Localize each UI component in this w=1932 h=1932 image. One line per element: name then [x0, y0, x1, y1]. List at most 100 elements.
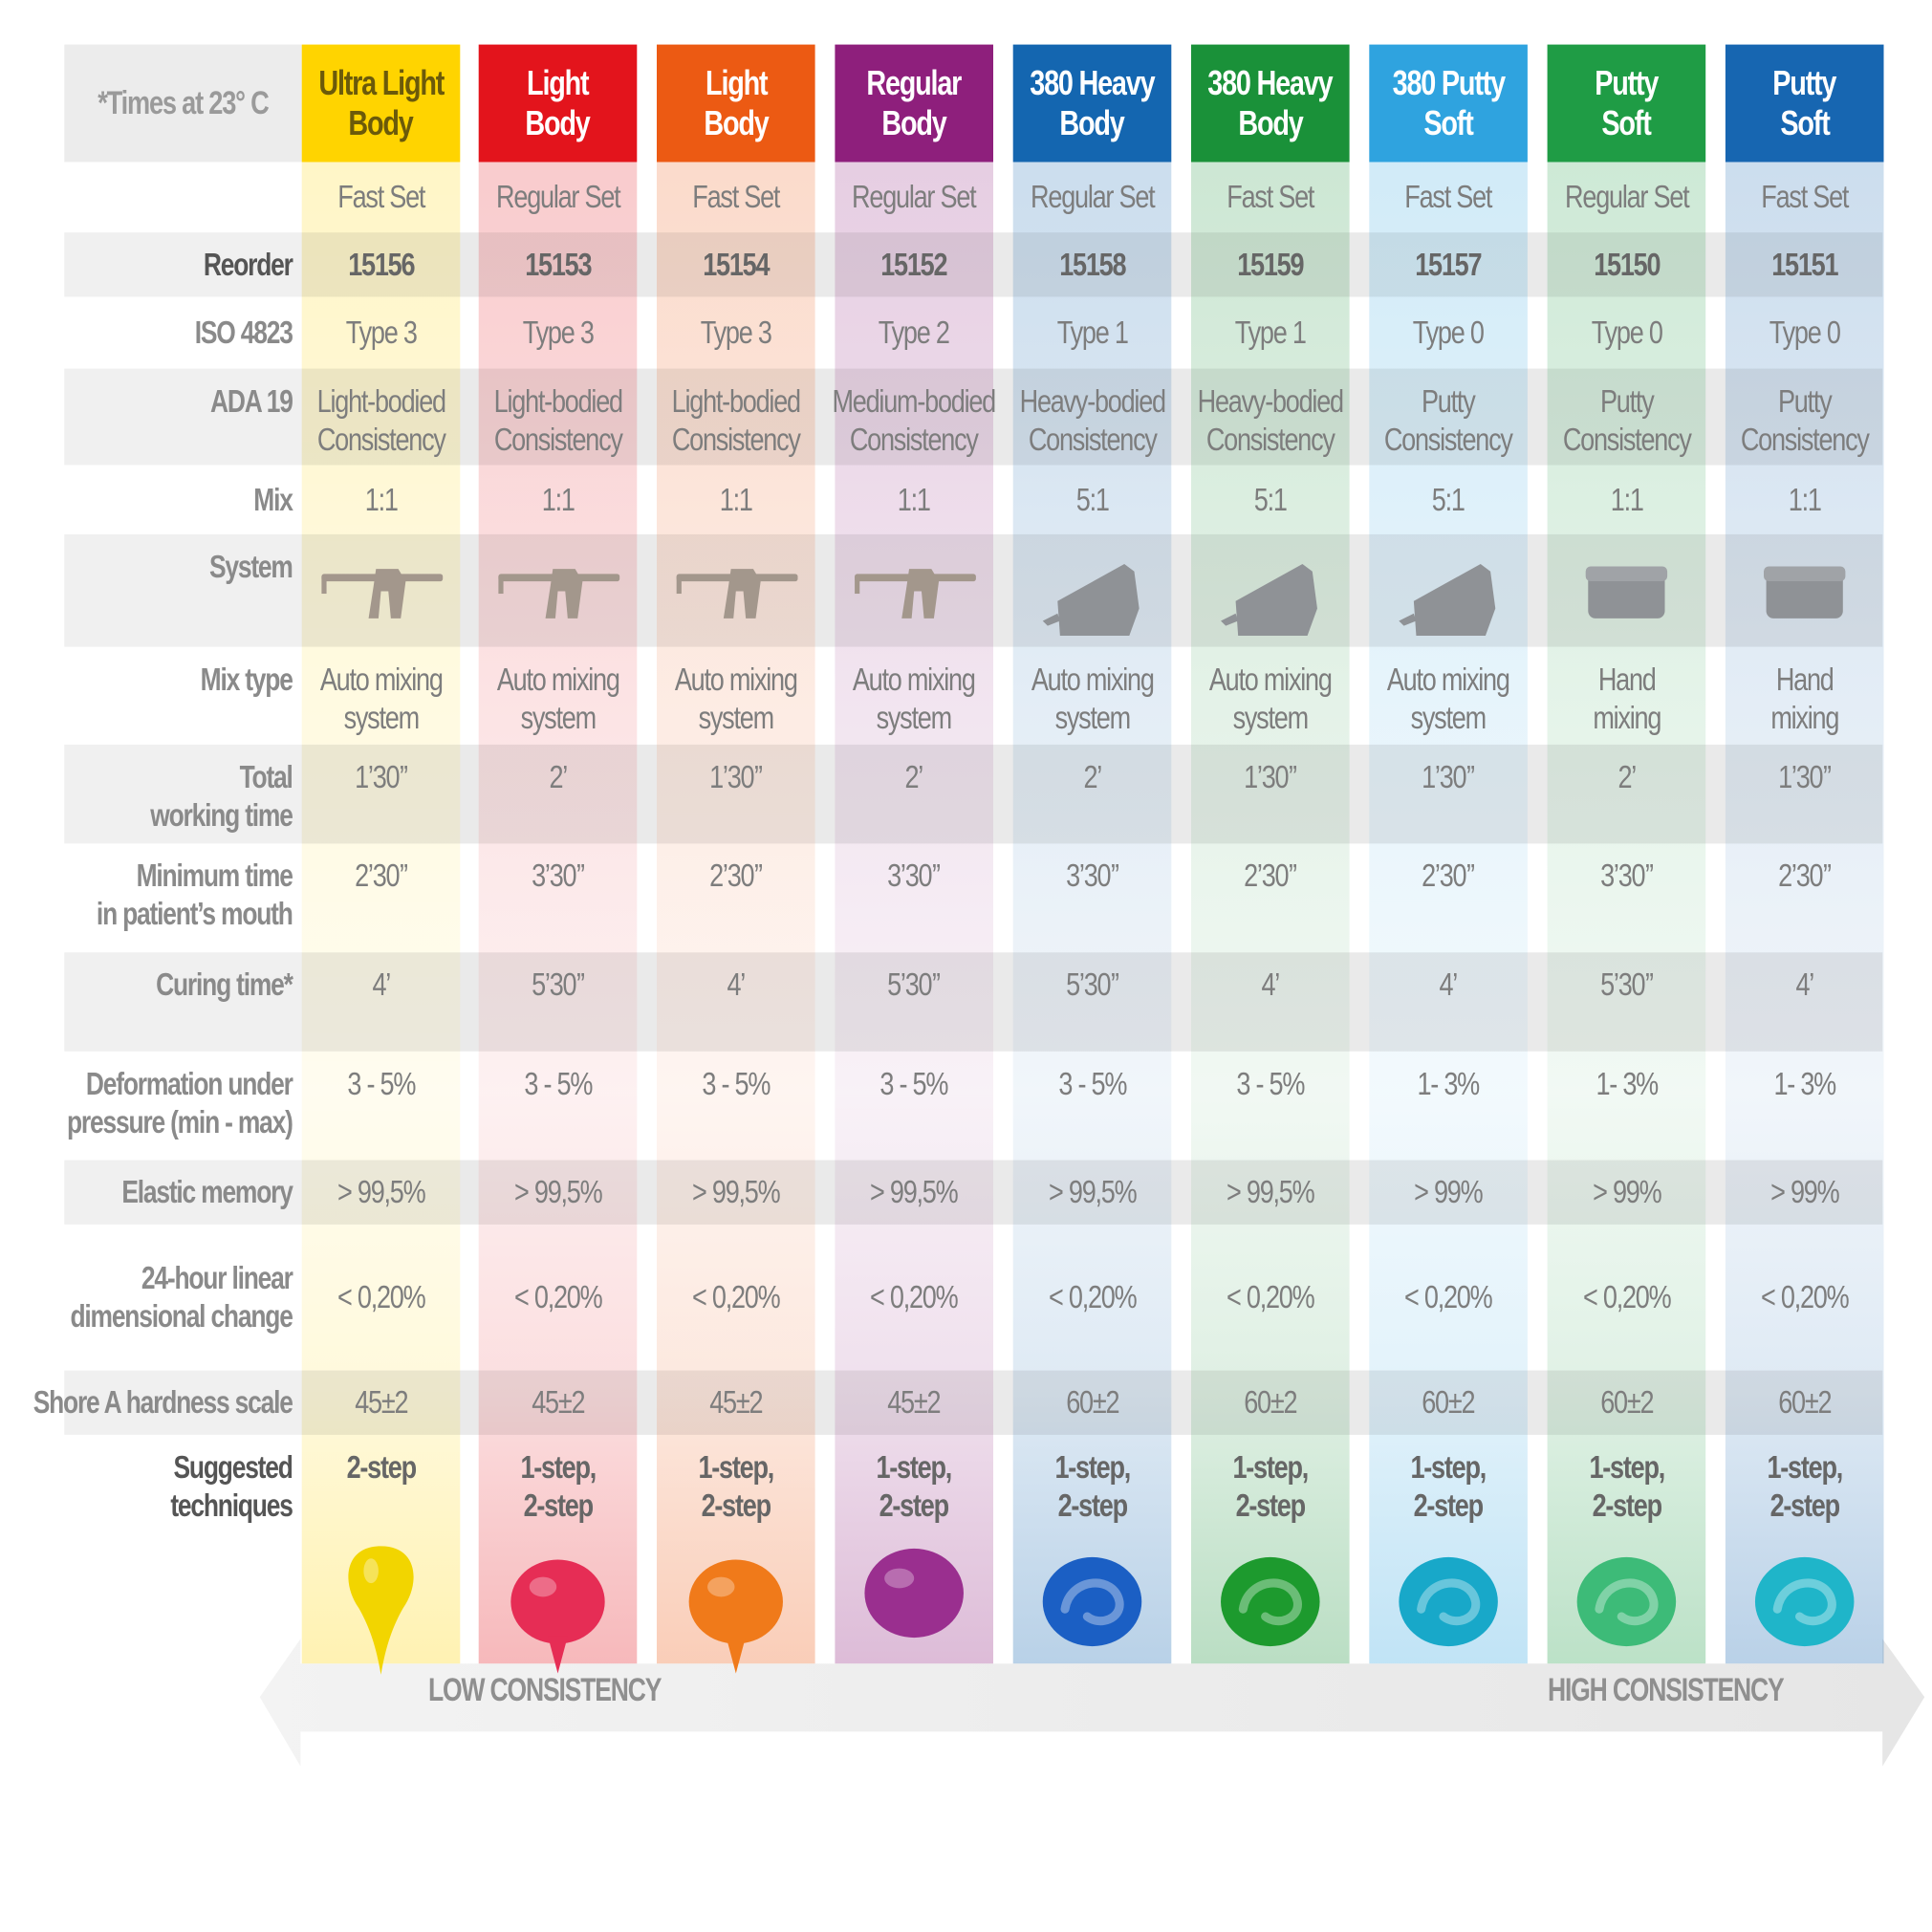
cell-reorder-1: 15156	[347, 246, 415, 282]
cell-ada-9: Putty Consistency	[1729, 369, 1879, 466]
cell-min_mouth-4: 3’30’’	[887, 857, 942, 894]
cell-min_mouth-5: 3’30’’	[1065, 857, 1120, 894]
text-line: Auto mixing	[1031, 661, 1155, 697]
cell-techniques-6: 1-step, 2-step	[1195, 1435, 1345, 1546]
cell-mix-7: 5:1	[1432, 481, 1465, 517]
row-label-techniques: Suggested techniques	[51, 1435, 293, 1546]
text-line: ISO 4823	[194, 315, 293, 350]
cell-deformation-2: 3 - 5%	[524, 1065, 593, 1101]
column-tint-6	[1191, 162, 1350, 1664]
row-label-deformation: Deformation under pressure (min - max)	[51, 1052, 293, 1161]
column-tint-1	[301, 162, 461, 1664]
cell-techniques-1: 2-step	[306, 1435, 456, 1546]
cell-curing-1: 4’	[372, 966, 391, 1003]
dispenser-gun-icon	[855, 569, 976, 619]
text-line: Auto mixing	[1208, 661, 1333, 697]
cell-linear-2: < 0,20%	[513, 1279, 603, 1315]
cell-mix_type-8: Hand mixing	[1552, 647, 1702, 745]
column-header-8: Putty Soft	[1548, 45, 1706, 163]
column-name-line: 380 Heavy	[1207, 63, 1334, 103]
cell-techniques-2: 1-step, 2-step	[483, 1435, 633, 1546]
cell-reorder-3: 15154	[703, 246, 770, 282]
text-line: Consistency	[1740, 421, 1870, 457]
purple-blob-icon	[864, 1548, 964, 1639]
text-line: Deformation under	[85, 1065, 293, 1101]
text-line: Consistency	[1028, 421, 1158, 457]
cell-iso-7: Type 0	[1413, 315, 1485, 350]
cell-elastic-5: > 99,5%	[1048, 1174, 1138, 1210]
cell-ada-1: Light-bodied Consistency	[306, 369, 456, 466]
row-overlay-shore	[301, 1370, 1883, 1435]
cell-iso-2: Type 3	[522, 315, 595, 350]
text-line: Consistency	[1384, 421, 1513, 457]
row-label-elastic: Elastic memory	[51, 1161, 293, 1225]
cell-iso-8: Type 0	[1591, 315, 1662, 350]
row-overlay-ada	[301, 368, 1883, 466]
green-swirl-icon	[1221, 1556, 1320, 1647]
cell-min_mouth-7: 2’30’’	[1422, 857, 1476, 894]
cell-shore-6: 60±2	[1244, 1384, 1297, 1421]
mixing-machine-icon	[1221, 563, 1317, 637]
dispenser-gun-icon	[498, 569, 620, 619]
text-line: Consistency	[1205, 421, 1335, 457]
dispenser-gun-icon	[321, 569, 444, 619]
text-line: Medium-bodied	[832, 382, 997, 419]
cell-elastic-2: > 99,5%	[513, 1174, 603, 1210]
text-line: mixing	[1593, 699, 1661, 735]
turquoise-putty-icon	[1754, 1556, 1855, 1647]
cell-deformation-8: 1- 3%	[1596, 1065, 1659, 1101]
cell-set-5: Regular Set	[1030, 179, 1156, 215]
cell-min_mouth-3: 2’30’’	[709, 857, 764, 894]
header-note-bg	[64, 44, 302, 163]
cell-mix-9: 1:1	[1788, 481, 1822, 517]
column-header-bg-9	[1725, 44, 1884, 163]
column-header-bg-1	[301, 44, 461, 163]
text-line: 2-step	[1235, 1487, 1307, 1523]
row-label-iso: ISO 4823	[51, 297, 293, 369]
column-header-bg-6	[1191, 44, 1350, 163]
text-line: 1-step,	[1410, 1448, 1487, 1485]
cell-elastic-8: > 99%	[1592, 1174, 1662, 1210]
cell-reorder-9: 15151	[1771, 246, 1838, 282]
text-line: Elastic memory	[120, 1174, 293, 1210]
column-name-line: Body	[348, 103, 414, 143]
text-line: Minimum time	[136, 857, 293, 894]
cell-set-6: Fast Set	[1226, 179, 1314, 215]
cell-mix-6: 5:1	[1253, 481, 1288, 517]
column-header-bg-5	[1012, 44, 1172, 163]
column-header-bg-7	[1369, 44, 1528, 163]
cell-curing-6: 4’	[1261, 966, 1280, 1003]
cell-elastic-9: > 99%	[1770, 1174, 1840, 1210]
cell-shore-9: 60±2	[1778, 1384, 1832, 1421]
cell-mix-4: 1:1	[898, 481, 931, 517]
row-overlay-elastic	[301, 1160, 1883, 1225]
column-name-line: Body	[525, 103, 591, 143]
column-header-6: 380 Heavy Body	[1191, 45, 1350, 163]
column-header-5: 380 Heavy Body	[1013, 45, 1172, 163]
low-consistency-label: LOW CONSISTENCY	[427, 1672, 662, 1709]
column-header-9: Putty Soft	[1726, 45, 1884, 163]
text-line: Total	[239, 758, 293, 794]
mixing-machine-icon	[1042, 563, 1140, 637]
cell-shore-2: 45±2	[532, 1384, 585, 1421]
cell-set-3: Fast Set	[692, 179, 780, 215]
column-tint-5	[1012, 162, 1172, 1664]
column-tint-4	[835, 162, 993, 1664]
column-name-line: Body	[1238, 103, 1303, 143]
cell-curing-4: 5’30’’	[887, 966, 942, 1003]
cell-elastic-4: > 99,5%	[870, 1174, 959, 1210]
cell-mix-3: 1:1	[719, 481, 753, 517]
column-name-line: Body	[704, 103, 769, 143]
text-line: 1-step,	[876, 1448, 953, 1485]
column-header-bg-4	[835, 44, 993, 163]
cell-shore-3: 45±2	[709, 1384, 763, 1421]
cell-elastic-7: > 99%	[1414, 1174, 1484, 1210]
column-name-line: Ultra Light	[318, 63, 445, 103]
cell-mix-8: 1:1	[1610, 481, 1643, 517]
cell-min_mouth-8: 3’30’’	[1599, 857, 1655, 894]
text-line: system	[520, 699, 597, 735]
column-tint-3	[657, 162, 815, 1664]
text-line: system	[343, 699, 420, 735]
row-label-system: System	[51, 534, 293, 647]
